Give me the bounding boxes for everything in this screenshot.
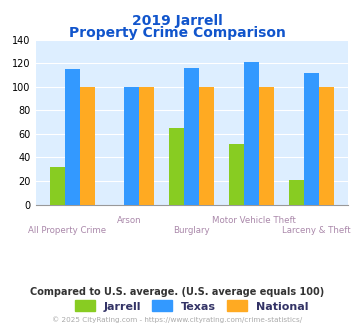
Bar [184, 68, 199, 205]
Text: Burglary: Burglary [173, 226, 210, 235]
Text: Compared to U.S. average. (U.S. average equals 100): Compared to U.S. average. (U.S. average … [31, 287, 324, 297]
Bar [304, 73, 319, 205]
Bar [140, 87, 154, 205]
Legend: Jarrell, Texas, National: Jarrell, Texas, National [70, 296, 313, 316]
Bar [50, 167, 65, 205]
Text: All Property Crime: All Property Crime [28, 226, 106, 235]
Text: Property Crime Comparison: Property Crime Comparison [69, 26, 286, 40]
Bar [199, 87, 214, 205]
Bar [259, 87, 274, 205]
Bar [125, 87, 140, 205]
Bar [65, 69, 80, 205]
Bar [80, 87, 94, 205]
Text: Larceny & Theft: Larceny & Theft [282, 226, 351, 235]
Text: © 2025 CityRating.com - https://www.cityrating.com/crime-statistics/: © 2025 CityRating.com - https://www.city… [53, 317, 302, 323]
Text: Motor Vehicle Theft: Motor Vehicle Theft [212, 216, 296, 225]
Bar [244, 62, 259, 205]
Bar [289, 180, 304, 205]
Bar [319, 87, 334, 205]
Text: 2019 Jarrell: 2019 Jarrell [132, 15, 223, 28]
Bar [169, 128, 184, 205]
Bar [229, 145, 244, 205]
Text: Arson: Arson [117, 216, 142, 225]
